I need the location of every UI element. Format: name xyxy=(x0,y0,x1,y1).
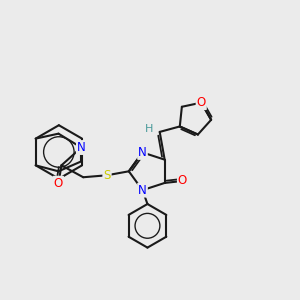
Text: S: S xyxy=(103,169,111,182)
Text: O: O xyxy=(196,96,206,109)
Text: N: N xyxy=(77,141,85,154)
Text: O: O xyxy=(54,177,63,190)
Text: O: O xyxy=(178,175,187,188)
Text: N: N xyxy=(138,146,147,159)
Text: N: N xyxy=(138,184,147,196)
Text: H: H xyxy=(145,124,153,134)
